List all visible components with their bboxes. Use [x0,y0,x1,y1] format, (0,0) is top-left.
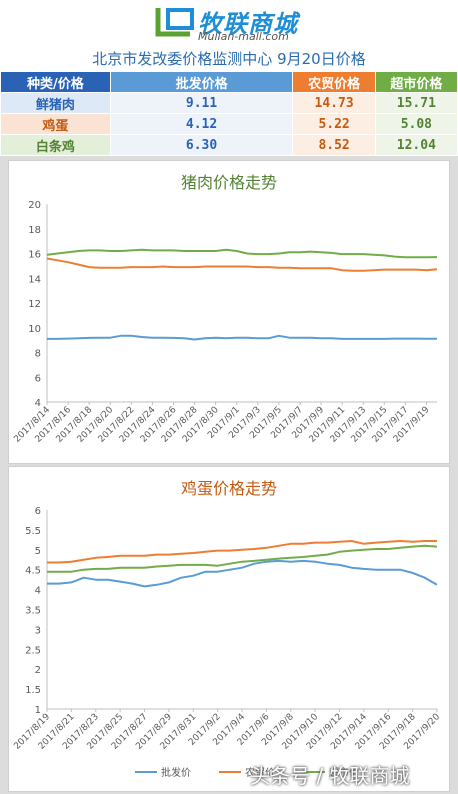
legend-label-supermarket: 超市价 [329,766,359,779]
row-farm: 8.52 [292,134,376,156]
series-line-supermarket [47,544,438,573]
logo-name: 牧联商城 [198,10,298,38]
row-wholesale: 4.12 [109,113,294,135]
y-tick-label: 6 [35,506,41,517]
y-tick-label: 20 [28,200,41,211]
price-table: 种类/价格 批发价格 农贸价格 超市价格 鲜猪肉 9.11 14.73 15.7… [0,71,458,156]
y-tick-label: 18 [28,225,41,236]
y-tick-label: 12 [28,299,41,310]
legend-label-wholesale: 批发价 [161,766,191,779]
logo: 牧联商城 Mulian-mall.com [0,0,458,46]
series-line-supermarket [46,248,438,259]
y-tick-label: 4 [35,586,41,597]
y-tick-label: 10 [28,324,41,335]
y-tick-label: 2 [35,665,41,676]
series-line-wholesale [47,334,437,341]
y-tick-label: 2.5 [25,645,41,656]
y-tick-label: 6 [35,373,41,384]
row-supermarket: 5.08 [374,113,458,135]
y-tick-label: 5.5 [25,526,41,537]
table-row: 鲜猪肉 9.11 14.73 15.71 [0,92,458,114]
legend-label-farm: 农贸价 [245,766,275,779]
watermark: 头条号 / 牧联商城 [250,764,410,788]
y-tick-label: 1.5 [25,685,41,696]
pork-chart-plot: 4681012141618202017/8/142017/8/162017/8/… [12,200,438,445]
row-name: 白条鸡 [0,134,111,156]
series-line-wholesale [47,559,438,588]
header-farm: 农贸价格 [292,71,376,93]
y-tick-label: 4.5 [25,566,41,577]
egg-chart-plot: 11.522.533.544.555.562017/8/192017/8/212… [12,506,442,779]
row-supermarket: 12.04 [374,134,458,156]
row-farm: 5.22 [292,113,376,135]
logo-url: Mulian-mall.com [198,30,289,43]
pork-chart: 猪肉价格走势 4 6 8 10 12 14 16 18 20 2017/8/14 2017/8/16… [8,160,450,464]
logo-mark-icon [155,8,194,37]
header-wholesale: 批发价格 [109,71,294,93]
page-title: 北京市发改委价格监测中心 9月20日价格 [92,50,366,68]
header-supermarket: 超市价格 [374,71,458,93]
y-tick-label: 5 [35,546,41,557]
y-tick-label: 16 [28,250,41,261]
pork-chart-title: 猪肉价格走势 [180,173,277,192]
y-tick-label: 1 [35,705,41,716]
egg-chart-title: 鸡蛋价格走势 [180,479,277,498]
series-line-farm [47,540,437,564]
row-name: 鸡蛋 [0,113,111,135]
header-type: 种类/价格 [0,71,111,93]
row-wholesale: 9.11 [109,92,294,114]
table-row: 鸡蛋 4.12 5.22 5.08 [0,113,458,135]
table-row: 白条鸡 6.30 8.52 12.04 [0,134,458,156]
egg-chart: 鸡蛋价格走势 1 1.5 2 2.5 3 3.5 4 4.5 5 5.5 6 2017/8/19 201… [8,466,450,792]
row-supermarket: 15.71 [374,92,458,114]
y-tick-label: 4 [35,398,41,409]
y-tick-label: 14 [28,274,41,285]
table-header-row: 种类/价格 批发价格 农贸价格 超市价格 [0,71,458,93]
row-farm: 14.73 [292,92,376,114]
y-tick-label: 8 [35,349,41,360]
y-tick-label: 3 [35,625,41,636]
series-line-farm [46,257,438,272]
row-name: 鲜猪肉 [0,92,111,114]
y-tick-label: 3.5 [25,606,41,617]
row-wholesale: 6.30 [109,134,294,156]
